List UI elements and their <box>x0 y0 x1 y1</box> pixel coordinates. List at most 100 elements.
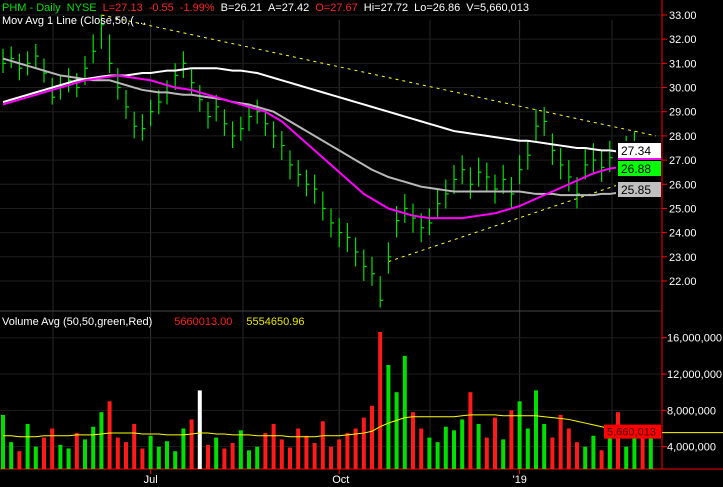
price-bar <box>478 157 482 187</box>
volume-tick-label: 16,000,000 <box>667 333 722 345</box>
price-bar <box>27 51 31 76</box>
price-bar <box>141 114 146 141</box>
moving-average-50-line <box>2 74 651 220</box>
y-tick-label: 31.00 <box>669 58 697 70</box>
price-bar <box>67 68 72 93</box>
price-bar <box>518 155 523 185</box>
price-bar <box>379 276 384 308</box>
volume-panel <box>1 332 653 469</box>
last-label-gray-ma: 25.85 <box>621 183 651 197</box>
volume-bar <box>132 423 137 469</box>
moving-average-gray-line <box>2 57 651 197</box>
y-tick-label: 23.00 <box>669 252 697 264</box>
volume-bar <box>378 332 383 469</box>
price-bar <box>281 131 285 161</box>
volume-bar <box>632 433 637 469</box>
volume-bar <box>599 450 604 469</box>
volume-bar <box>66 448 71 469</box>
price-bar <box>305 169 310 197</box>
volume-bar <box>115 437 120 469</box>
price-bar <box>445 179 449 209</box>
y-tick-label: 29.00 <box>669 107 697 119</box>
volume-bar <box>411 412 415 469</box>
volume-bar <box>156 446 161 469</box>
y-tick-label: 30.00 <box>669 83 697 95</box>
volume-bar <box>517 401 522 469</box>
volume-bar <box>616 412 620 469</box>
price-bar <box>240 116 244 141</box>
price-bar <box>133 111 138 139</box>
volume-bar <box>640 428 645 469</box>
volume-bar <box>288 447 292 469</box>
price-bar <box>543 106 548 136</box>
last-volume-box <box>604 424 661 439</box>
volume-bar <box>296 428 301 469</box>
price-bar <box>297 160 302 187</box>
y-tick-label: 33.00 <box>669 10 697 22</box>
price-bar <box>609 140 613 173</box>
price-bar <box>428 208 433 236</box>
price-bar <box>35 44 39 69</box>
y-tick-label: 24.00 <box>669 228 697 240</box>
last-label-ma50: 26.88 <box>621 162 651 176</box>
price-bar <box>453 164 457 194</box>
y-tick-label: 27.00 <box>669 155 697 167</box>
volume-bar <box>320 421 325 469</box>
volume-bar <box>525 428 530 469</box>
exchange-label: NYSE <box>66 2 97 14</box>
last-label-white-ma: 27.34 <box>621 144 651 158</box>
volume-bar <box>484 437 489 469</box>
volume-bar <box>1 414 5 469</box>
price-bar <box>576 177 580 209</box>
volume-bar <box>9 442 14 469</box>
price-bar <box>535 109 539 141</box>
open-price: O=27.67 <box>315 2 358 14</box>
x-tick-label: Oct <box>332 474 349 486</box>
volume-bar <box>361 417 366 469</box>
volume-bar <box>279 439 284 469</box>
volume-bar <box>419 428 424 469</box>
price-bar <box>584 147 589 180</box>
x-tick-label: '19 <box>513 474 527 486</box>
price-bar <box>100 15 105 49</box>
volume-bar <box>460 419 465 469</box>
price-bar <box>314 174 318 204</box>
last-label-ma50-marker <box>618 158 661 160</box>
volume-bar <box>74 433 79 469</box>
price-bar <box>92 34 97 64</box>
volume-bar <box>165 441 169 469</box>
price-bar <box>322 191 326 221</box>
volume-average-line <box>3 414 651 438</box>
trendline <box>388 171 657 263</box>
price-bar <box>363 249 367 281</box>
volume-bar <box>329 446 333 469</box>
study-label[interactable]: Mov Avg 1 Line (Close,50,( ... <box>2 15 147 27</box>
volume-bar <box>312 443 317 469</box>
volume-bar <box>50 428 55 469</box>
price-bar <box>125 89 129 119</box>
volume-bar <box>452 430 456 469</box>
volume-bar <box>238 430 243 469</box>
price-bar <box>568 160 572 192</box>
price-bar <box>150 99 154 127</box>
volume-bar <box>214 437 219 469</box>
volume-bar <box>58 444 63 469</box>
trendline <box>101 14 657 137</box>
price-bar <box>387 242 392 274</box>
volume-bar <box>575 442 579 469</box>
volume-study-title[interactable]: Volume Avg (50,50,green,Red) <box>2 316 153 328</box>
volume-value: V=5,660,013 <box>466 2 529 14</box>
volume-bar <box>173 451 178 469</box>
price-bar <box>207 102 211 129</box>
price-bar <box>502 164 507 194</box>
volume-bar <box>468 392 473 469</box>
change-percent: -1.99% <box>179 2 215 14</box>
volume-bar <box>42 437 46 469</box>
price-bar <box>182 51 187 78</box>
price-bar <box>264 109 269 136</box>
high-price: Hi=27.72 <box>363 2 409 14</box>
price-bar <box>355 237 359 267</box>
volume-bar <box>435 442 440 469</box>
volume-bar <box>17 451 22 469</box>
volume-bar <box>304 435 309 469</box>
